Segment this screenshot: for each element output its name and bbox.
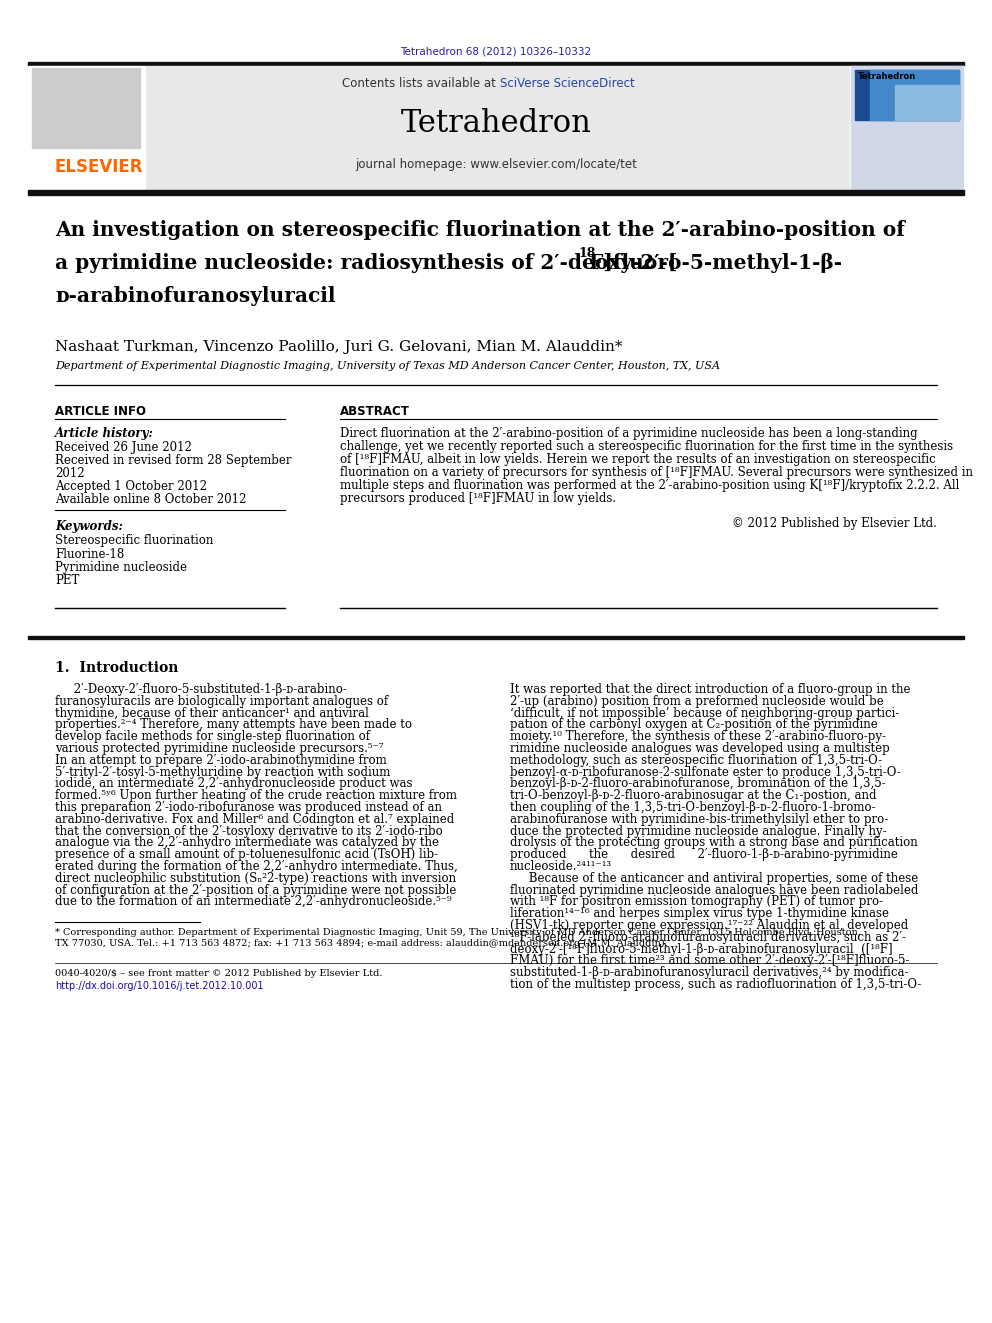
Text: ¹⁸F-labeled 2′-fluoro-arabinofuranosyluracil derivatives, such as 2′-: ¹⁸F-labeled 2′-fluoro-arabinofuranosylur… — [510, 931, 906, 943]
Text: 0040-4020/$ – see front matter © 2012 Published by Elsevier Ltd.: 0040-4020/$ – see front matter © 2012 Pu… — [55, 970, 383, 978]
Text: furanosyluracils are biologically important analogues of: furanosyluracils are biologically import… — [55, 695, 388, 708]
Bar — [28, 66, 145, 191]
Text: rimidine nucleoside analogues was developed using a multistep: rimidine nucleoside analogues was develo… — [510, 742, 890, 755]
Text: Received in revised form 28 September: Received in revised form 28 September — [55, 454, 292, 467]
Text: In an attempt to prepare 2′-iodo-arabinothymidine from: In an attempt to prepare 2′-iodo-arabino… — [55, 754, 387, 767]
Bar — [850, 66, 964, 191]
Text: (HSV1-tk) reporter gene expression.¹⁷⁻²² Alauddin et al, developed: (HSV1-tk) reporter gene expression.¹⁷⁻²²… — [510, 919, 909, 931]
Text: thymidine, because of their anticancer¹ and antiviral: thymidine, because of their anticancer¹ … — [55, 706, 369, 720]
Text: 2′-up (arabino) position from a preformed nucleoside would be: 2′-up (arabino) position from a preforme… — [510, 695, 884, 708]
Text: then coupling of the 1,3,5-tri-O-benzoyl-β-ᴅ-2-fluoro-1-bromo-: then coupling of the 1,3,5-tri-O-benzoyl… — [510, 800, 876, 814]
Text: presence of a small amount of p-toluenesulfonic acid (TsOH) lib-: presence of a small amount of p-toluenes… — [55, 848, 438, 861]
Text: Direct fluorination at the 2′-arabino-position of a pyrimidine nucleoside has be: Direct fluorination at the 2′-arabino-po… — [340, 427, 918, 441]
Text: 5′-trityl-2′-tosyl-5-methyluridine by reaction with sodium: 5′-trityl-2′-tosyl-5-methyluridine by re… — [55, 766, 391, 779]
Text: Tetrahedron: Tetrahedron — [401, 108, 591, 139]
Text: develop facile methods for single-step fluorination of: develop facile methods for single-step f… — [55, 730, 370, 744]
Text: F]fluoro-5-methyl-1-β-: F]fluoro-5-methyl-1-β- — [589, 253, 842, 273]
Text: iodide, an intermediate 2,2′-anhydronucleoside product was: iodide, an intermediate 2,2′-anhydronucl… — [55, 778, 413, 790]
Text: duce the protected pyrimidine nucleoside analogue. Finally hy-: duce the protected pyrimidine nucleoside… — [510, 824, 887, 837]
Text: multiple steps and fluorination was performed at the 2′-arabino-position using K: multiple steps and fluorination was perf… — [340, 479, 959, 492]
Text: analogue via the 2,2′-anhydro intermediate was catalyzed by the: analogue via the 2,2′-anhydro intermedia… — [55, 836, 439, 849]
Text: ARTICLE INFO: ARTICLE INFO — [55, 405, 146, 418]
Text: challenge, yet we recently reported such a stereospecific fluorination for the f: challenge, yet we recently reported such… — [340, 441, 953, 452]
Text: Pyrimidine nucleoside: Pyrimidine nucleoside — [55, 561, 187, 574]
Text: various protected pyrimidine nucleoside precursors.⁵⁻⁷: various protected pyrimidine nucleoside … — [55, 742, 384, 755]
Bar — [28, 191, 964, 194]
Text: Stereospecific fluorination: Stereospecific fluorination — [55, 534, 213, 546]
Text: http://dx.doi.org/10.1016/j.tet.2012.10.001: http://dx.doi.org/10.1016/j.tet.2012.10.… — [55, 982, 264, 991]
Text: ‘difficult, if not impossible’ because of neighboring-group partici-: ‘difficult, if not impossible’ because o… — [510, 706, 900, 720]
Text: * Corresponding author. Department of Experimental Diagnostic Imaging, Unit 59, : * Corresponding author. Department of Ex… — [55, 929, 861, 937]
Text: properties.²⁻⁴ Therefore, many attempts have been made to: properties.²⁻⁴ Therefore, many attempts … — [55, 718, 412, 732]
Text: Because of the anticancer and antiviral properties, some of these: Because of the anticancer and antiviral … — [510, 872, 919, 885]
Text: Keywords:: Keywords: — [55, 520, 123, 533]
Text: nucleoside.²⁴¹¹⁻¹³: nucleoside.²⁴¹¹⁻¹³ — [510, 860, 612, 873]
Text: drolysis of the protecting groups with a strong base and purification: drolysis of the protecting groups with a… — [510, 836, 918, 849]
Text: ABSTRACT: ABSTRACT — [340, 405, 410, 418]
Text: moiety.¹⁰ Therefore, the synthesis of these 2′-arabino-fluoro-py-: moiety.¹⁰ Therefore, the synthesis of th… — [510, 730, 886, 744]
Text: FMAU) for the first time²³ and some other 2′-deoxy-2′-[¹⁸F]fluoro-5-: FMAU) for the first time²³ and some othe… — [510, 954, 910, 967]
Text: Tetrahedron 68 (2012) 10326–10332: Tetrahedron 68 (2012) 10326–10332 — [401, 46, 591, 56]
Text: ELSEVIER: ELSEVIER — [55, 157, 144, 176]
Text: with ¹⁸F for positron emission tomography (PET) of tumor pro-: with ¹⁸F for positron emission tomograph… — [510, 896, 883, 909]
Text: SciVerse ScienceDirect: SciVerse ScienceDirect — [500, 77, 635, 90]
Text: An investigation on stereospecific fluorination at the 2′-arabino-position of: An investigation on stereospecific fluor… — [55, 220, 905, 239]
Text: 18: 18 — [578, 247, 595, 261]
Bar — [32, 67, 140, 148]
Text: Available online 8 October 2012: Available online 8 October 2012 — [55, 493, 246, 505]
Text: PET: PET — [55, 574, 79, 587]
Text: methodology, such as stereospecific fluorination of 1,3,5-tri-O-: methodology, such as stereospecific fluo… — [510, 754, 882, 767]
Text: tri-O-benzoyl-β-ᴅ-2-fluoro-arabinosugar at the C₁-postion, and: tri-O-benzoyl-β-ᴅ-2-fluoro-arabinosugar … — [510, 790, 877, 802]
Text: arabino-derivative. Fox and Miller⁶ and Codington et al.⁷ explained: arabino-derivative. Fox and Miller⁶ and … — [55, 812, 454, 826]
Bar — [895, 85, 959, 120]
Text: Contents lists available at: Contents lists available at — [342, 77, 500, 90]
Text: It was reported that the direct introduction of a fluoro-group in the: It was reported that the direct introduc… — [510, 683, 911, 696]
Text: benzoyl-α-ᴅ-ribofuranose-2-sulfonate ester to produce 1,3,5-tri-O-: benzoyl-α-ᴅ-ribofuranose-2-sulfonate est… — [510, 766, 901, 779]
Text: fluorination on a variety of precursors for synthesis of [¹⁸F]FMAU. Several prec: fluorination on a variety of precursors … — [340, 466, 973, 479]
Text: liferation¹⁴⁻¹⁶ and herpes simplex virus type 1-thymidine kinase: liferation¹⁴⁻¹⁶ and herpes simplex virus… — [510, 908, 889, 921]
Bar — [28, 62, 964, 66]
Text: TX 77030, USA. Tel.: +1 713 563 4872; fax: +1 713 563 4894; e-mail address: alau: TX 77030, USA. Tel.: +1 713 563 4872; fa… — [55, 939, 668, 949]
Text: 2012: 2012 — [55, 467, 84, 480]
Text: precursors produced [¹⁸F]FMAU in low yields.: precursors produced [¹⁸F]FMAU in low yie… — [340, 492, 616, 505]
Text: due to the formation of an intermediate 2,2′-anhydronucleoside.⁵⁻⁹: due to the formation of an intermediate … — [55, 896, 451, 909]
Text: substituted-1-β-ᴅ-arabinofuranosyluracil derivatives,²⁴ by modifica-: substituted-1-β-ᴅ-arabinofuranosyluracil… — [510, 966, 909, 979]
Text: © 2012 Published by Elsevier Ltd.: © 2012 Published by Elsevier Ltd. — [732, 517, 937, 531]
Text: of [¹⁸F]FMAU, albeit in low yields. Herein we report the results of an investiga: of [¹⁸F]FMAU, albeit in low yields. Here… — [340, 452, 935, 466]
Text: journal homepage: www.elsevier.com/locate/tet: journal homepage: www.elsevier.com/locat… — [355, 157, 637, 171]
Text: Fluorine-18: Fluorine-18 — [55, 548, 124, 561]
Text: of configuration at the 2′-position of a pyrimidine were not possible: of configuration at the 2′-position of a… — [55, 884, 456, 897]
Bar — [870, 70, 959, 120]
Text: arabinofuranose with pyrimidine-bis-trimethylsilyl ether to pro-: arabinofuranose with pyrimidine-bis-trim… — [510, 812, 888, 826]
Bar — [851, 66, 963, 191]
Text: deoxy-2′-[¹⁸F]fluoro-5-methyl-1-β-ᴅ-arabinofuranosyluracil  ([¹⁸F]: deoxy-2′-[¹⁸F]fluoro-5-methyl-1-β-ᴅ-arab… — [510, 942, 893, 955]
Text: pation of the carbonyl oxygen at C₂-position of the pyrimidine: pation of the carbonyl oxygen at C₂-posi… — [510, 718, 878, 732]
Text: fluorinated pyrimidine nucleoside analogues have been radiolabeled: fluorinated pyrimidine nucleoside analog… — [510, 884, 919, 897]
Bar — [855, 70, 959, 120]
Text: formed.⁵ʸ⁶ Upon further heating of the crude reaction mixture from: formed.⁵ʸ⁶ Upon further heating of the c… — [55, 790, 457, 802]
Text: Nashaat Turkman, Vincenzo Paolillo, Juri G. Gelovani, Mian M. Alauddin*: Nashaat Turkman, Vincenzo Paolillo, Juri… — [55, 340, 623, 355]
Text: that the conversion of the 2′-tosyloxy derivative to its 2′-iodo-ribo: that the conversion of the 2′-tosyloxy d… — [55, 824, 442, 837]
Text: Article history:: Article history: — [55, 427, 154, 441]
Text: a pyrimidine nucleoside: radiosynthesis of 2′-deoxy-2′-[: a pyrimidine nucleoside: radiosynthesis … — [55, 253, 678, 273]
Text: benzoyl-β-ᴅ-2-fluoro-arabinofuranose, bromination of the 1,3,5-: benzoyl-β-ᴅ-2-fluoro-arabinofuranose, br… — [510, 778, 886, 790]
Text: 1.  Introduction: 1. Introduction — [55, 662, 179, 675]
Text: ᴅ-arabinofuranosyluracil: ᴅ-arabinofuranosyluracil — [55, 286, 335, 306]
Text: Department of Experimental Diagnostic Imaging, University of Texas MD Anderson C: Department of Experimental Diagnostic Im… — [55, 361, 720, 370]
Text: erated during the formation of the 2,2′-anhydro intermediate. Thus,: erated during the formation of the 2,2′-… — [55, 860, 457, 873]
Bar — [145, 66, 850, 191]
Bar — [28, 636, 964, 639]
Text: Received 26 June 2012: Received 26 June 2012 — [55, 441, 191, 454]
Text: produced      the      desired      2′-fluoro-1-β-ᴅ-arabino-pyrimidine: produced the desired 2′-fluoro-1-β-ᴅ-ara… — [510, 848, 898, 861]
Text: direct nucleophilic substitution (Sₙ²2-type) reactions with inversion: direct nucleophilic substitution (Sₙ²2-t… — [55, 872, 456, 885]
Text: this preparation 2′-iodo-ribofuranose was produced instead of an: this preparation 2′-iodo-ribofuranose wa… — [55, 800, 442, 814]
Text: Tetrahedron: Tetrahedron — [858, 71, 917, 81]
Text: tion of the multistep process, such as radiofluorination of 1,3,5-tri-O-: tion of the multistep process, such as r… — [510, 978, 922, 991]
Text: 2′-Deoxy-2′-fluoro-5-substituted-1-β-ᴅ-arabino-: 2′-Deoxy-2′-fluoro-5-substituted-1-β-ᴅ-a… — [55, 683, 347, 696]
Text: Accepted 1 October 2012: Accepted 1 October 2012 — [55, 480, 207, 493]
